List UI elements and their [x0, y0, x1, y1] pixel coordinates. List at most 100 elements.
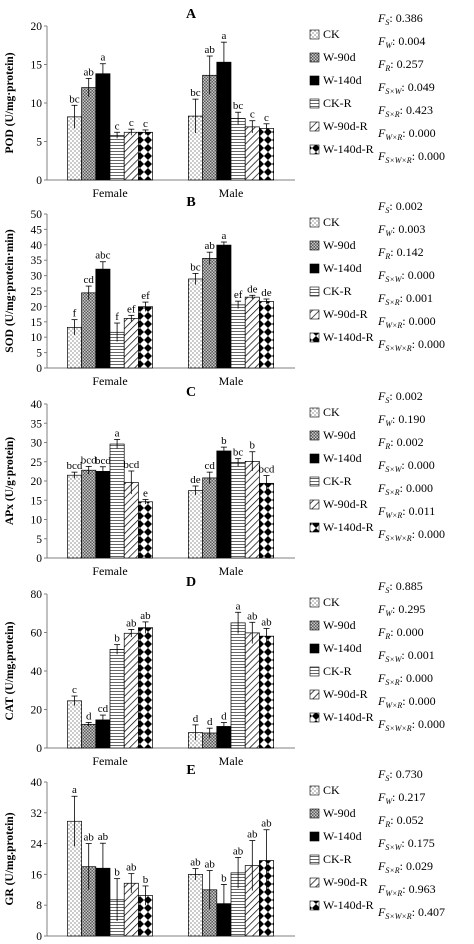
bar [81, 469, 97, 559]
x-category-label: Female [92, 754, 127, 768]
y-tick-label: 30 [31, 438, 43, 450]
bar [202, 258, 218, 369]
significance-letter: ab [233, 845, 244, 857]
bar [67, 700, 82, 749]
stat-value: FS×W: 0.000 [377, 268, 435, 284]
legend-swatch [309, 808, 320, 819]
stat-value: FS×R: 0.000 [377, 481, 433, 497]
significance-letter: d [221, 711, 227, 723]
y-tick-label: 32 [31, 808, 43, 820]
bar [138, 627, 153, 749]
bar [244, 296, 260, 369]
y-tick-label: 15 [31, 495, 43, 507]
legend-swatch [309, 240, 320, 251]
stat-value: FW×R: 0.963 [377, 882, 436, 898]
y-tick-label: 8 [36, 900, 42, 912]
legend-label: W-140d-R [323, 710, 374, 724]
stat-value: FS×R: 0.029 [377, 859, 433, 875]
stat-value: FW×R: 0.000 [377, 126, 436, 142]
significance-letter: b [221, 872, 227, 884]
legend-swatch [309, 854, 320, 865]
y-tick-label: 24 [31, 839, 43, 851]
stat-value: FR: 0.002 [377, 435, 424, 451]
significance-letter: ef [127, 303, 136, 315]
y-tick-label: 35 [31, 255, 43, 267]
y-tick-label: 5 [36, 137, 42, 149]
bar [188, 490, 203, 559]
y-tick-label: 15 [31, 317, 43, 329]
significance-letter: ab [205, 44, 216, 56]
significance-letter: ab [98, 831, 109, 843]
bar [109, 649, 125, 749]
legend-label: W-90d [323, 238, 356, 252]
y-tick-label: 35 [31, 418, 43, 430]
significance-letter: ef [234, 289, 243, 301]
y-tick-label: 60 [31, 628, 43, 640]
bar [138, 501, 153, 559]
panel-title: E [186, 763, 195, 778]
significance-letter: f [115, 311, 119, 323]
legend-swatch [309, 877, 320, 888]
significance-letter: bc [233, 100, 244, 112]
stat-value: FR: 0.142 [377, 245, 424, 261]
legend-label: W-90d-R [323, 875, 368, 889]
stat-value: FW: 0.003 [377, 222, 425, 238]
significance-letter: de [261, 287, 272, 299]
y-tick-label: 0 [36, 553, 42, 565]
legend-label: CK-R [323, 852, 352, 866]
y-tick-label: 30 [31, 271, 43, 283]
stat-value: FS×W: 0.049 [377, 80, 435, 96]
legend-label: CK [323, 783, 340, 797]
bar [109, 134, 125, 181]
legend-label: W-90d-R [323, 307, 368, 321]
bar [95, 471, 111, 559]
bar [230, 118, 246, 181]
stat-value: FW×R: 0.000 [377, 314, 436, 330]
y-axis-label: APx (U/g·protein) [4, 437, 16, 525]
significance-letter: ab [84, 832, 95, 844]
legend-label: W-90d [323, 618, 356, 632]
legend-label: W-140d-R [323, 898, 374, 912]
y-tick-label: 20 [31, 476, 43, 488]
stat-value: FS×R: 0.001 [377, 291, 433, 307]
y-axis-label: POD (U/mg·protein) [4, 52, 16, 153]
y-tick-label: 10 [31, 515, 43, 527]
y-tick-label: 10 [31, 332, 43, 344]
legend-swatch [309, 643, 320, 654]
significance-letter: ab [247, 610, 258, 622]
legend-swatch [309, 98, 320, 109]
bar [95, 73, 111, 181]
bar [216, 450, 232, 559]
significance-letter: a [221, 30, 226, 42]
legend-swatch [309, 263, 320, 274]
legend-label: CK-R [323, 96, 352, 110]
stat-value: FW×R: 0.000 [377, 694, 436, 710]
legend-label: W-90d [323, 806, 356, 820]
y-tick-label: 40 [31, 666, 43, 678]
significance-letter: a [221, 230, 226, 242]
legend-swatch [309, 620, 320, 631]
y-tick-label: 40 [31, 399, 43, 411]
significance-letter: c [264, 112, 269, 124]
stat-value: FW: 0.190 [377, 412, 425, 428]
significance-letter: ef [141, 290, 150, 302]
significance-letter: a [115, 427, 120, 439]
x-category-label: Male [219, 942, 244, 944]
bar [138, 131, 153, 181]
significance-letter: d [207, 716, 213, 728]
legend-swatch [309, 121, 320, 132]
bar [109, 443, 125, 559]
legend-label: W-90d-R [323, 119, 368, 133]
y-axis-label: CAT (U/mg.protein) [4, 621, 16, 720]
bar [95, 268, 111, 369]
x-category-label: Female [92, 564, 127, 578]
y-tick-label: 50 [31, 209, 43, 221]
panel-title: A [186, 7, 197, 22]
stat-value: FS: 0.002 [377, 389, 423, 405]
stat-value: FW: 0.217 [377, 790, 425, 806]
significance-letter: c [250, 109, 255, 121]
bar [81, 292, 97, 369]
legend-label: CK-R [323, 664, 352, 678]
legend-swatch [309, 522, 320, 533]
significance-letter: c [115, 120, 120, 132]
